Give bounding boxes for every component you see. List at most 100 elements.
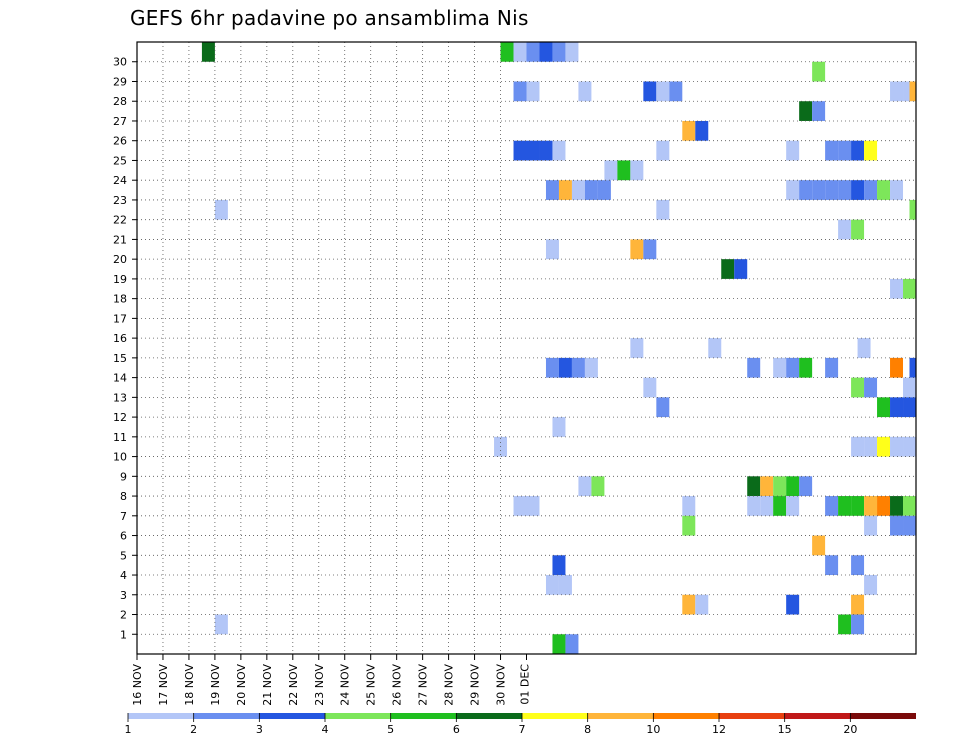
- heatmap-cell: [851, 180, 865, 200]
- heatmap-cell: [571, 357, 585, 378]
- heatmap-cell: [903, 397, 916, 418]
- heatmap-cell: [864, 436, 878, 457]
- heatmap-cell: [851, 219, 865, 240]
- heatmap-cell: [630, 160, 644, 181]
- heatmap-cell: [890, 397, 904, 418]
- heatmap-cell: [656, 199, 670, 220]
- heatmap-cell: [890, 436, 904, 457]
- heatmap-cell: [597, 180, 611, 200]
- heatmap-cell: [890, 496, 904, 516]
- heatmap-cell: [851, 377, 865, 398]
- y-tick-label: 18: [113, 293, 127, 306]
- heatmap-cell: [578, 476, 592, 497]
- heatmap-cell: [825, 357, 839, 378]
- x-tick-label: 30 NOV: [495, 664, 508, 706]
- x-tick-label: 22 NOV: [287, 664, 300, 706]
- heatmap-cell: [864, 140, 878, 161]
- heatmap-cell: [903, 496, 916, 516]
- heatmap-cell: [773, 496, 787, 516]
- colorbar-label: 3: [256, 723, 263, 736]
- heatmap-cell: [812, 61, 826, 82]
- colorbar-swatch: [587, 713, 654, 719]
- heatmap-cell: [643, 377, 657, 398]
- heatmap-cell: [500, 42, 514, 62]
- heatmap-cell: [708, 338, 722, 358]
- colorbar-label: 20: [843, 723, 857, 736]
- y-tick-label: 21: [113, 233, 127, 246]
- heatmap-cell: [552, 634, 566, 654]
- colorbar-swatch: [325, 713, 391, 719]
- y-tick-label: 16: [113, 332, 127, 345]
- colorbar-swatch: [522, 713, 588, 719]
- heatmap-cell: [513, 42, 527, 62]
- y-tick-label: 28: [113, 95, 127, 108]
- heatmap-cell: [890, 81, 904, 102]
- heatmap-cell: [630, 338, 644, 358]
- x-tick-label: 28 NOV: [443, 664, 456, 706]
- x-tick-label: 23 NOV: [313, 664, 326, 706]
- y-tick-label: 12: [113, 411, 127, 424]
- colorbar-swatch: [850, 713, 916, 719]
- heatmap-cell: [825, 496, 839, 516]
- y-tick-label: 19: [113, 273, 127, 286]
- heatmap-cell: [747, 357, 761, 378]
- heatmap-cell: [864, 496, 878, 516]
- x-axis: 16 NOV 17 NOV 18 NOV 19 NOV 20 NOV 21 NOV 22 N…: [131, 654, 532, 706]
- colorbar-swatch: [784, 713, 851, 719]
- colorbar-label: 7: [519, 723, 526, 736]
- heatmap-cell: [734, 259, 748, 279]
- heatmap-cell: [539, 42, 553, 62]
- x-tick-label: 19 NOV: [209, 664, 222, 706]
- y-axis: 1234567891011121314151617181920212223242…: [113, 56, 137, 641]
- heatmap-cell: [877, 496, 891, 516]
- colorbar-label: 2: [190, 723, 197, 736]
- heatmap-cell: [786, 594, 800, 615]
- colorbar-label: 15: [778, 723, 792, 736]
- heatmap-cell: [825, 180, 839, 200]
- colorbar-label: 8: [584, 723, 591, 736]
- grid-lines: [137, 42, 916, 654]
- heatmap-cell: [890, 180, 904, 200]
- colorbar-label: 6: [453, 723, 460, 736]
- heatmap-cell: [552, 417, 566, 437]
- colorbar-swatch: [390, 713, 457, 719]
- x-tick-label: 27 NOV: [417, 664, 430, 706]
- heatmap-cell: [877, 180, 891, 200]
- heatmap-cell: [864, 180, 878, 200]
- heatmap-cell: [545, 239, 559, 260]
- heatmap-cell: [773, 476, 787, 497]
- y-tick-label: 14: [113, 372, 127, 385]
- heatmap-cell: [903, 377, 916, 398]
- y-tick-label: 9: [120, 470, 127, 483]
- y-tick-label: 24: [113, 174, 127, 187]
- heatmap-cell: [571, 180, 585, 200]
- colorbar-label: 4: [322, 723, 329, 736]
- heatmap-cell: [838, 180, 852, 200]
- y-tick-label: 29: [113, 75, 127, 88]
- plot-frame: [136, 41, 917, 655]
- heatmap-cell: [643, 81, 657, 102]
- x-tick-label: 20 NOV: [235, 664, 248, 706]
- heatmap-cell: [877, 436, 891, 457]
- y-tick-label: 6: [120, 530, 127, 543]
- heatmap-cell: [786, 496, 800, 516]
- heatmap-cell: [838, 614, 852, 635]
- y-tick-label: 7: [120, 510, 127, 523]
- heatmap-cell: [513, 81, 527, 102]
- heatmap-cell: [558, 575, 572, 595]
- heatmap-cell: [760, 476, 774, 497]
- heatmap-cell: [851, 496, 865, 516]
- x-tick-label: 17 NOV: [157, 664, 170, 706]
- colorbar-label: 5: [387, 723, 394, 736]
- chart-title: GEFS 6hr padavine po ansamblima Nis: [130, 6, 529, 30]
- heatmap-cell: [747, 476, 761, 497]
- heatmap-cell: [214, 199, 228, 220]
- heatmap-cell: [695, 120, 709, 141]
- heatmap-cell: [786, 357, 800, 378]
- heatmap-cell: [838, 219, 852, 240]
- y-tick-label: 13: [113, 391, 127, 404]
- heatmap-cell: [630, 239, 644, 260]
- x-tick-label: 24 NOV: [339, 664, 352, 706]
- colorbar-swatch: [259, 713, 325, 719]
